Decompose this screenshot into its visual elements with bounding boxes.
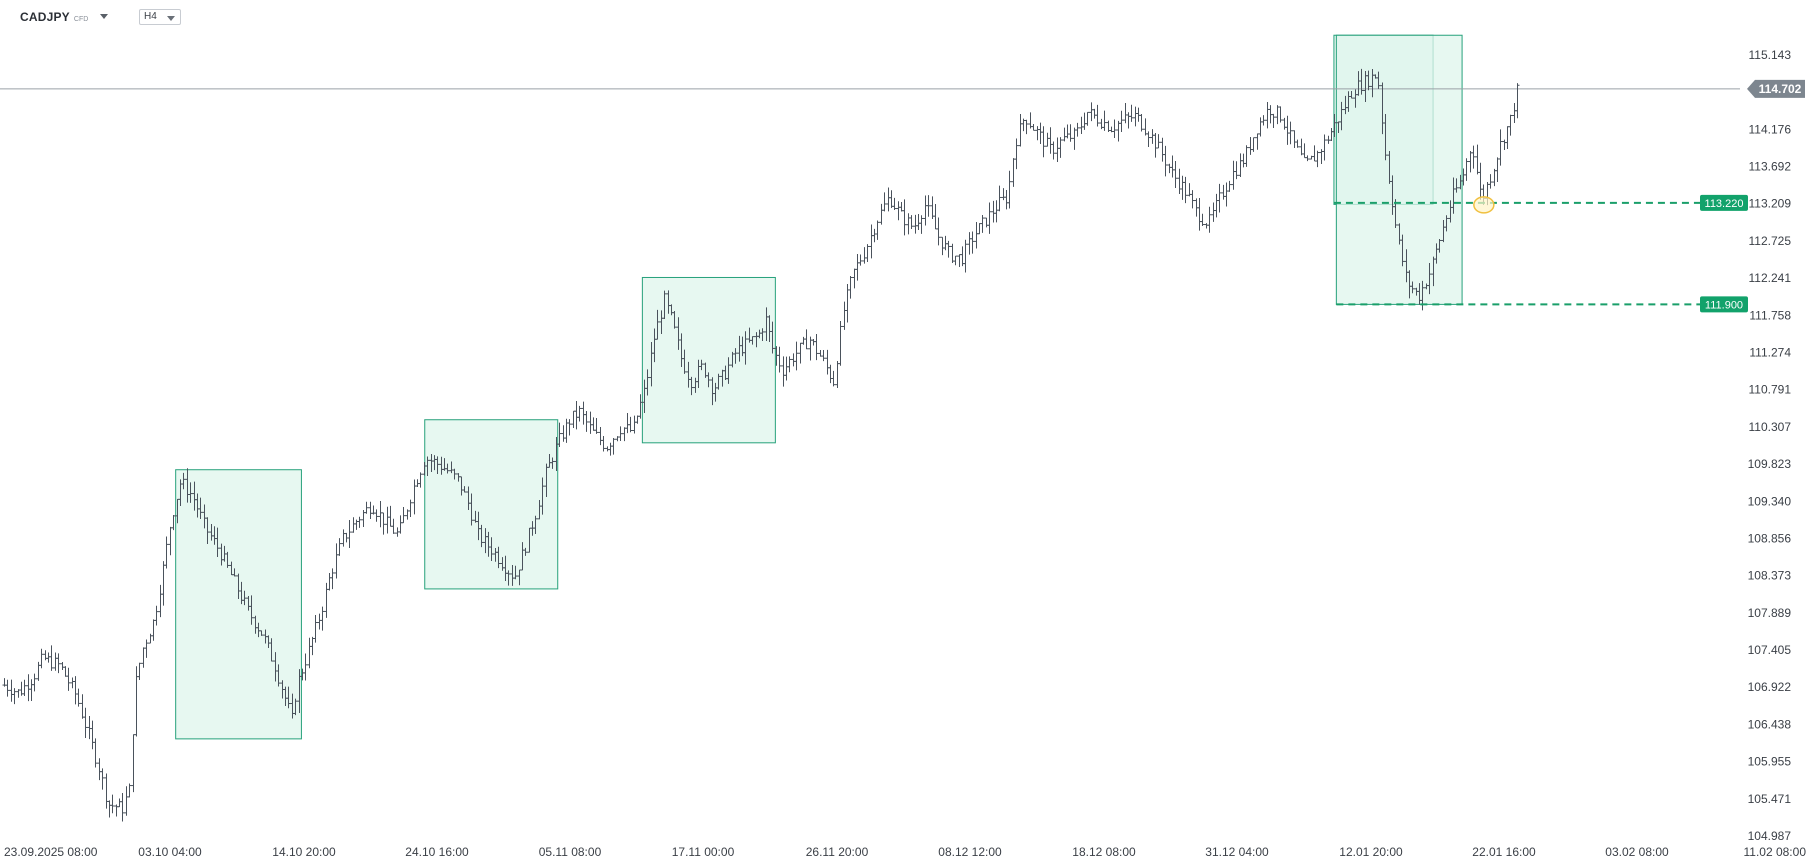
level-badge-label: 111.900 xyxy=(1705,299,1743,311)
time-tick-label: 24.10 16:00 xyxy=(405,845,469,859)
symbol-selector[interactable]: CADJPY CFD xyxy=(20,10,109,24)
price-tick-label: 105.955 xyxy=(1748,755,1792,769)
current-price-badge xyxy=(1747,79,1805,98)
price-tick-label: 109.340 xyxy=(1748,494,1792,508)
symbol-type-label: CFD xyxy=(73,16,89,23)
zones-layer xyxy=(175,34,1463,740)
time-tick-label: 05.11 08:00 xyxy=(539,845,602,859)
price-tick-label: 106.438 xyxy=(1748,717,1792,731)
symbol-name: CADJPY xyxy=(20,10,70,24)
levels-layer: 113.220 111.900 xyxy=(1333,194,1748,313)
time-tick-label: 31.12 04:00 xyxy=(1205,845,1269,859)
time-tick-label: 17.11 00:00 xyxy=(672,845,735,859)
current-price-label: 114.702 xyxy=(1759,82,1802,96)
price-tick-label: 108.373 xyxy=(1748,569,1792,583)
alert-marker-icon xyxy=(1473,196,1495,214)
level-badge-label: 113.220 xyxy=(1705,198,1744,210)
price-tick-label: 113.692 xyxy=(1749,160,1792,174)
marker-layer xyxy=(1473,196,1495,214)
price-tick-label: 115.143 xyxy=(1749,48,1792,62)
chevron-down-icon[interactable] xyxy=(167,16,175,21)
chevron-down-icon[interactable] xyxy=(100,14,109,19)
time-tick-label: 26.11 20:00 xyxy=(806,845,869,859)
level-badge xyxy=(1700,194,1748,211)
time-tick-label: 22.01 16:00 xyxy=(1472,845,1536,859)
candles-layer xyxy=(2,68,1520,822)
timeframe-value: H4 xyxy=(144,11,157,22)
time-tick-label: 08.12 12:00 xyxy=(938,845,1002,859)
time-tick-label: 03.10 04:00 xyxy=(138,845,202,859)
time-axis[interactable]: 23.09.2025 08:00 03.10 04:00 14.10 20:00 24… xyxy=(4,845,1806,859)
demand-zone xyxy=(424,419,559,590)
price-tick-label: 110.791 xyxy=(1749,383,1792,397)
price-tick-label: 107.889 xyxy=(1748,606,1792,620)
time-tick-label: 03.02 08:00 xyxy=(1605,845,1669,859)
price-tick-label: 110.307 xyxy=(1749,420,1792,434)
time-tick-label: 18.12 08:00 xyxy=(1072,845,1136,859)
demand-zone xyxy=(641,276,776,444)
price-tick-label: 111.758 xyxy=(1749,308,1791,322)
time-tick-label: 11.02 08:00 xyxy=(1743,845,1806,859)
time-tick-label: 14.10 20:00 xyxy=(272,845,336,859)
price-tick-label: 107.405 xyxy=(1748,643,1792,657)
price-tick-label: 112.725 xyxy=(1749,234,1792,248)
level-badge xyxy=(1700,296,1748,313)
demand-zone xyxy=(175,469,302,740)
chart-toolbar: CADJPY CFD H4 xyxy=(0,0,1810,34)
time-tick-label: 23.09.2025 08:00 xyxy=(4,845,98,859)
price-tick-label: 108.856 xyxy=(1748,531,1792,545)
timeframe-select[interactable]: H4 xyxy=(139,9,181,25)
price-tick-label: 111.274 xyxy=(1749,346,1791,360)
time-tick-label: 12.01 20:00 xyxy=(1339,845,1403,859)
price-tick-label: 112.241 xyxy=(1749,271,1792,285)
price-tick-label: 114.176 xyxy=(1749,122,1792,136)
price-tick-label: 106.922 xyxy=(1748,680,1792,694)
demand-zone xyxy=(1335,34,1463,305)
price-tick-label: 113.209 xyxy=(1749,197,1792,211)
price-axis[interactable]: 115.143 114.176 113.692 113.209 112.725 112.2… xyxy=(1747,48,1805,843)
price-tick-label: 104.987 xyxy=(1748,829,1792,843)
price-tick-label: 105.471 xyxy=(1748,792,1792,806)
price-tick-label: 109.823 xyxy=(1748,457,1792,471)
